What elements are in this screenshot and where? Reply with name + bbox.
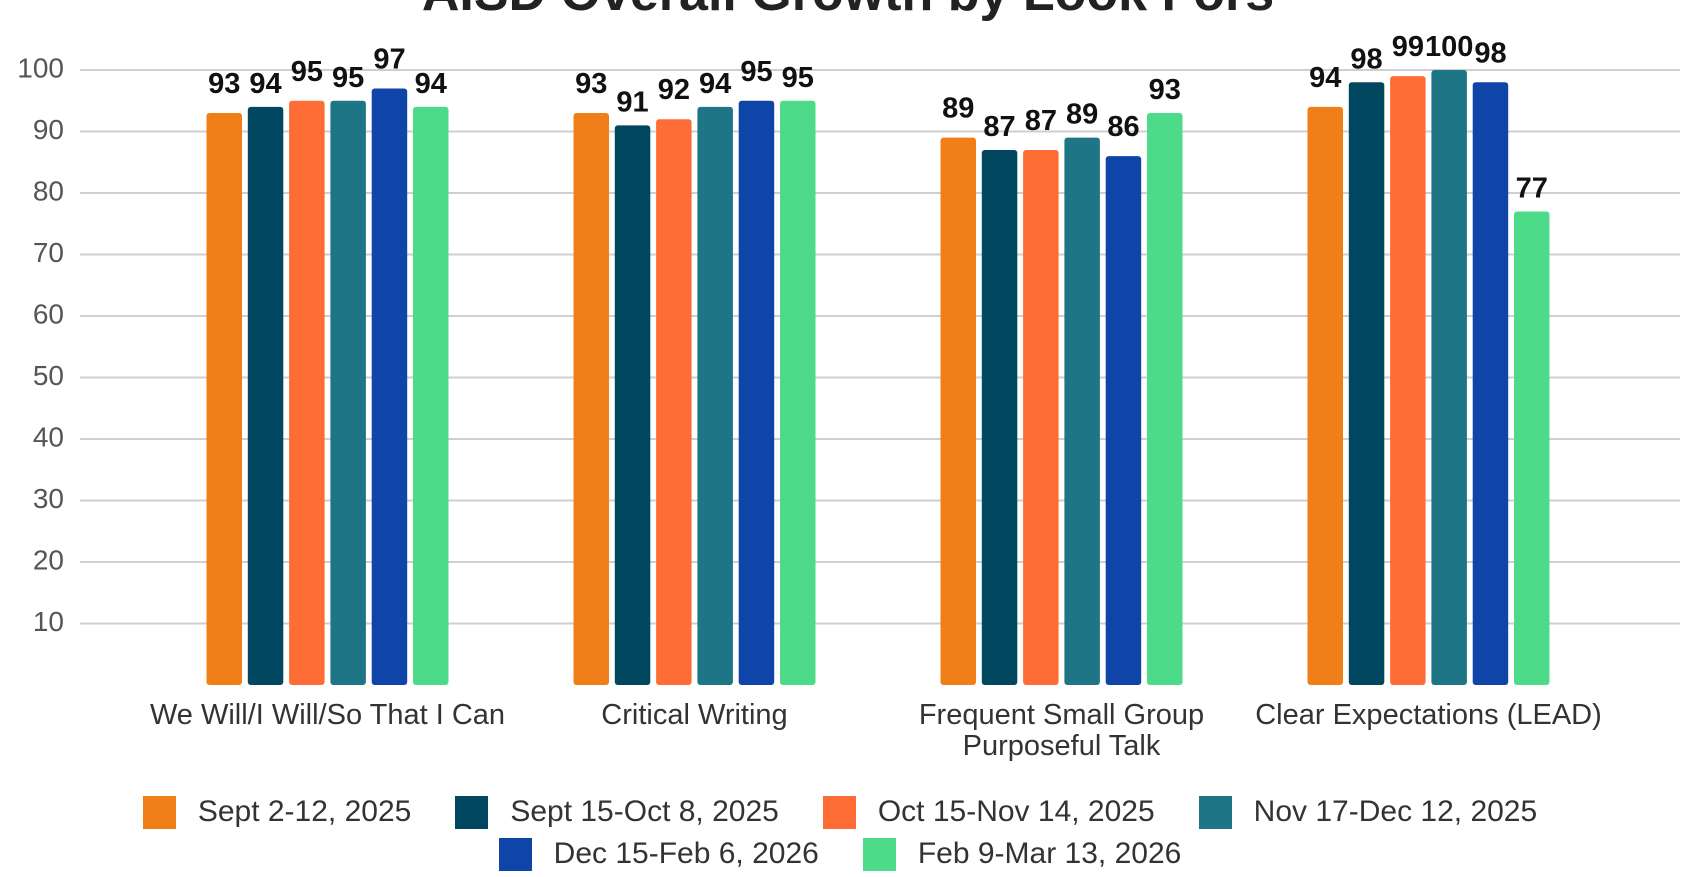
chart-title: AISD Overall Growth by Look Fors xyxy=(422,0,1274,22)
data-label: 99 xyxy=(1392,31,1424,63)
data-label: 95 xyxy=(782,62,814,94)
legend-swatch xyxy=(142,795,176,829)
bar xyxy=(1023,149,1059,685)
y-tick-label: 20 xyxy=(33,544,64,575)
bar xyxy=(247,106,284,685)
legend-label: Feb 9-Mar 13, 2026 xyxy=(917,837,1182,870)
data-label: 89 xyxy=(942,93,974,125)
bar xyxy=(780,100,816,685)
bar xyxy=(1390,76,1426,685)
bar xyxy=(1348,82,1385,686)
data-label: 94 xyxy=(1309,62,1341,94)
bar xyxy=(206,113,242,686)
legend-label: Nov 17-Dec 12, 2025 xyxy=(1253,795,1538,828)
y-tick-label: 50 xyxy=(33,360,64,391)
bar xyxy=(1514,211,1550,685)
legend-swatch xyxy=(822,795,856,829)
bar xyxy=(1064,137,1100,685)
legend-item: Dec 15-Feb 6, 2026 xyxy=(498,837,819,871)
legend-item: Feb 9-Mar 13, 2026 xyxy=(862,837,1182,871)
x-tick-label: Frequent Small Group Purposeful Talk xyxy=(918,699,1205,762)
legend-label: Sept 15-Oct 8, 2025 xyxy=(510,795,779,828)
bar xyxy=(1431,70,1467,685)
y-tick-label: 30 xyxy=(33,483,64,514)
y-tick-label: 100 xyxy=(17,52,64,83)
y-tick-label: 40 xyxy=(33,421,64,452)
y-tick-label: 90 xyxy=(33,114,64,145)
legend-swatch xyxy=(862,837,896,871)
bar xyxy=(413,106,449,685)
legend-item: Sept 2-12, 2025 xyxy=(142,795,412,829)
data-label: 95 xyxy=(332,62,364,94)
bar xyxy=(614,125,651,686)
data-label: 92 xyxy=(658,74,690,106)
x-tick-label: Clear Expectations (LEAD) xyxy=(1255,699,1602,731)
legend: Sept 2-12, 2025 Sept 15-Oct 8, 2025 Oct 15… xyxy=(60,795,1620,871)
bar xyxy=(940,137,976,685)
y-tick-label: 60 xyxy=(33,298,64,329)
data-label: 98 xyxy=(1350,43,1382,75)
bar xyxy=(371,88,408,685)
data-label: 94 xyxy=(249,68,281,100)
bar xyxy=(656,119,692,685)
bar xyxy=(697,106,733,685)
data-label: 91 xyxy=(616,86,648,118)
data-label: 94 xyxy=(415,68,447,100)
bar xyxy=(330,100,366,685)
data-label: 87 xyxy=(983,111,1015,143)
bar xyxy=(1147,113,1183,686)
bar xyxy=(573,113,609,686)
data-label: 97 xyxy=(373,43,405,75)
x-tick-label: Critical Writing xyxy=(601,699,788,731)
bar xyxy=(1307,106,1343,685)
bar xyxy=(738,100,775,685)
data-label: 86 xyxy=(1107,111,1139,143)
data-label: 89 xyxy=(1066,99,1098,131)
y-tick-label: 80 xyxy=(33,175,64,206)
data-label: 94 xyxy=(699,68,731,100)
x-tick-label: We Will/I Will/So That I Can xyxy=(149,699,506,731)
legend-item: Sept 15-Oct 8, 2025 xyxy=(455,795,779,829)
bar xyxy=(1105,156,1142,686)
data-label: 98 xyxy=(1474,37,1506,69)
legend-label: Dec 15-Feb 6, 2026 xyxy=(553,837,819,870)
legend-swatch xyxy=(1198,795,1232,829)
legend-label: Oct 15-Nov 14, 2025 xyxy=(877,795,1155,828)
legend-label: Sept 2-12, 2025 xyxy=(197,795,412,828)
data-label: 93 xyxy=(208,68,240,100)
data-label: 95 xyxy=(740,56,772,88)
y-tick-label: 10 xyxy=(33,606,64,637)
y-tick-label: 70 xyxy=(33,237,64,268)
data-label: 95 xyxy=(291,56,323,88)
legend-swatch xyxy=(455,795,489,829)
data-label: 93 xyxy=(1149,74,1181,106)
data-label: 77 xyxy=(1516,172,1548,204)
bar xyxy=(289,100,325,685)
legend-swatch xyxy=(498,837,532,871)
legend-item: Oct 15-Nov 14, 2025 xyxy=(822,795,1155,829)
legend-item: Nov 17-Dec 12, 2025 xyxy=(1198,795,1538,829)
bar xyxy=(981,149,1018,685)
bar xyxy=(1472,82,1509,686)
data-label: 100 xyxy=(1425,31,1473,63)
data-label: 87 xyxy=(1025,105,1057,137)
data-label: 93 xyxy=(575,68,607,100)
